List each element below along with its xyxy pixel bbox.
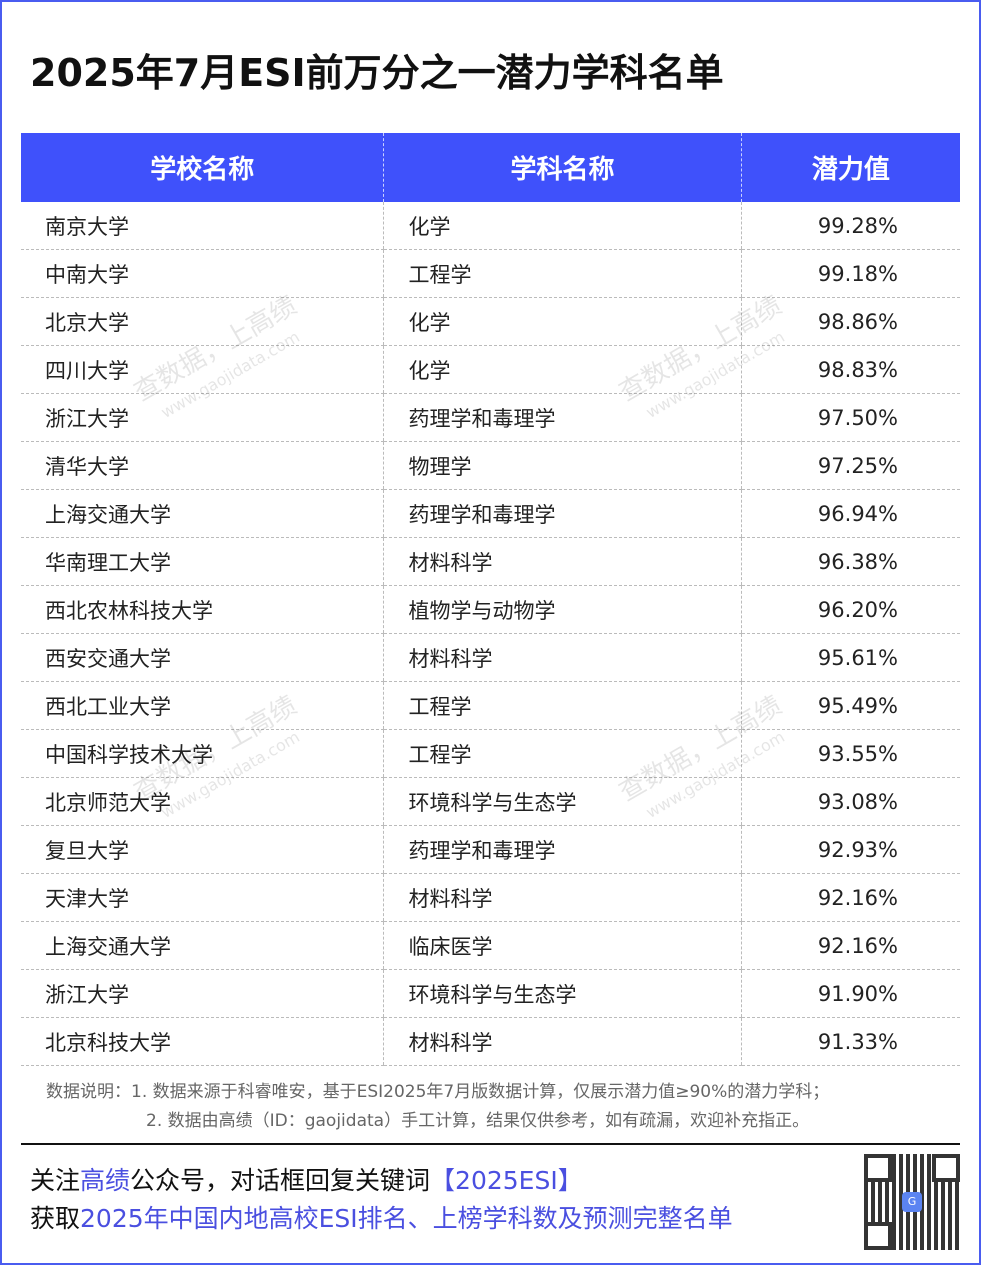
table-row: 复旦大学 药理学和毒理学 92.93% — [21, 825, 960, 874]
potential-subjects-table: 学校名称 学科名称 潜力值 南京大学 化学 99.28% 中南大学 工程学 99.18% 北… — [21, 133, 960, 1066]
table-row: 南京大学 化学 99.28% — [21, 202, 960, 250]
table-row: 中南大学 工程学 99.18% — [21, 249, 960, 298]
cell-potential: 92.16% — [740, 873, 960, 922]
brand-name: 高绩 — [80, 1166, 131, 1195]
cell-school: 中国科学技术大学 — [21, 729, 384, 778]
table-row: 浙江大学 药理学和毒理学 97.50% — [21, 393, 960, 442]
cell-potential: 91.33% — [740, 1017, 960, 1066]
cell-school: 浙江大学 — [21, 393, 384, 442]
cell-school: 天津大学 — [21, 873, 384, 922]
divider — [21, 1143, 960, 1145]
keyword: 【2025ESI】 — [430, 1166, 583, 1195]
cell-subject: 药理学和毒理学 — [383, 393, 742, 442]
cell-school: 北京师范大学 — [21, 777, 384, 826]
promo-highlight: 2025年中国内地高校ESI排名、上榜学科数及预测完整名单 — [80, 1204, 733, 1233]
cell-subject: 植物学与动物学 — [383, 585, 742, 634]
header-school: 学校名称 — [21, 133, 384, 202]
cell-school: 上海交通大学 — [21, 921, 384, 970]
cell-potential: 93.08% — [740, 777, 960, 826]
promo-text: 关注 — [30, 1166, 81, 1195]
cell-potential: 92.93% — [740, 825, 960, 874]
cell-subject: 物理学 — [383, 441, 742, 490]
cell-subject: 化学 — [383, 345, 742, 394]
table-row: 北京师范大学 环境科学与生态学 93.08% — [21, 777, 960, 826]
table-row: 北京大学 化学 98.86% — [21, 297, 960, 346]
qr-code: G — [864, 1154, 960, 1250]
table-row: 天津大学 材料科学 92.16% — [21, 873, 960, 922]
cell-potential: 96.20% — [740, 585, 960, 634]
cell-subject: 临床医学 — [383, 921, 742, 970]
cell-subject: 材料科学 — [383, 633, 742, 682]
cell-subject: 工程学 — [383, 681, 742, 730]
table-row: 上海交通大学 药理学和毒理学 96.94% — [21, 489, 960, 538]
header-subject: 学科名称 — [383, 133, 742, 202]
cell-school: 北京大学 — [21, 297, 384, 346]
table-row: 北京科技大学 材料科学 91.33% — [21, 1017, 960, 1066]
cell-subject: 化学 — [383, 202, 742, 250]
table-row: 西安交通大学 材料科学 95.61% — [21, 633, 960, 682]
cell-school: 浙江大学 — [21, 969, 384, 1018]
table-row: 清华大学 物理学 97.25% — [21, 441, 960, 490]
note-1: 数据说明：1. 数据来源于科睿唯安，基于ESI2025年7月版数据计算，仅展示潜… — [46, 1082, 830, 1102]
promo-text: 公众号，对话框回复关键词 — [130, 1166, 431, 1195]
header-potential: 潜力值 — [740, 133, 960, 202]
note-2: 2. 数据由高绩（ID：gaojidata）手工计算，结果仅供参考，如有疏漏，欢… — [146, 1111, 810, 1131]
cell-potential: 99.18% — [740, 249, 960, 298]
cell-school: 西北工业大学 — [21, 681, 384, 730]
cell-subject: 材料科学 — [383, 873, 742, 922]
cell-potential: 97.25% — [740, 441, 960, 490]
cell-potential: 95.49% — [740, 681, 960, 730]
cell-school: 西安交通大学 — [21, 633, 384, 682]
cell-potential: 92.16% — [740, 921, 960, 970]
cell-subject: 材料科学 — [383, 1017, 742, 1066]
table-row: 四川大学 化学 98.83% — [21, 345, 960, 394]
cell-subject: 药理学和毒理学 — [383, 489, 742, 538]
cell-potential: 93.55% — [740, 729, 960, 778]
promo-text: 获取 — [30, 1204, 81, 1233]
table-row: 上海交通大学 临床医学 92.16% — [21, 921, 960, 970]
cell-subject: 化学 — [383, 297, 742, 346]
cell-school: 四川大学 — [21, 345, 384, 394]
cell-subject: 环境科学与生态学 — [383, 777, 742, 826]
cell-school: 北京科技大学 — [21, 1017, 384, 1066]
cell-potential: 95.61% — [740, 633, 960, 682]
promo-text: 关注高绩公众号，对话框回复关键词【2025ESI】 获取2025年中国内地高校E… — [30, 1162, 733, 1238]
cell-potential: 98.86% — [740, 297, 960, 346]
cell-school: 复旦大学 — [21, 825, 384, 874]
cell-school: 西北农林科技大学 — [21, 585, 384, 634]
cell-subject: 材料科学 — [383, 537, 742, 586]
table-row: 西北工业大学 工程学 95.49% — [21, 681, 960, 730]
table-row: 华南理工大学 材料科学 96.38% — [21, 537, 960, 586]
table-row: 中国科学技术大学 工程学 93.55% — [21, 729, 960, 778]
cell-school: 上海交通大学 — [21, 489, 384, 538]
cell-potential: 98.83% — [740, 345, 960, 394]
cell-school: 清华大学 — [21, 441, 384, 490]
cell-subject: 环境科学与生态学 — [383, 969, 742, 1018]
data-notes: 数据说明：1. 数据来源于科睿唯安，基于ESI2025年7月版数据计算，仅展示潜… — [46, 1078, 829, 1136]
cell-potential: 91.90% — [740, 969, 960, 1018]
cell-subject: 药理学和毒理学 — [383, 825, 742, 874]
cell-school: 华南理工大学 — [21, 537, 384, 586]
cell-subject: 工程学 — [383, 729, 742, 778]
cell-subject: 工程学 — [383, 249, 742, 298]
table-row: 浙江大学 环境科学与生态学 91.90% — [21, 969, 960, 1018]
cell-potential: 96.38% — [740, 537, 960, 586]
cell-potential: 99.28% — [740, 202, 960, 250]
logo-icon: G — [902, 1192, 922, 1212]
cell-potential: 96.94% — [740, 489, 960, 538]
cell-school: 南京大学 — [21, 202, 384, 250]
page-title: 2025年7月ESI前万分之一潜力学科名单 — [30, 51, 724, 95]
table-row: 西北农林科技大学 植物学与动物学 96.20% — [21, 585, 960, 634]
cell-school: 中南大学 — [21, 249, 384, 298]
cell-potential: 97.50% — [740, 393, 960, 442]
